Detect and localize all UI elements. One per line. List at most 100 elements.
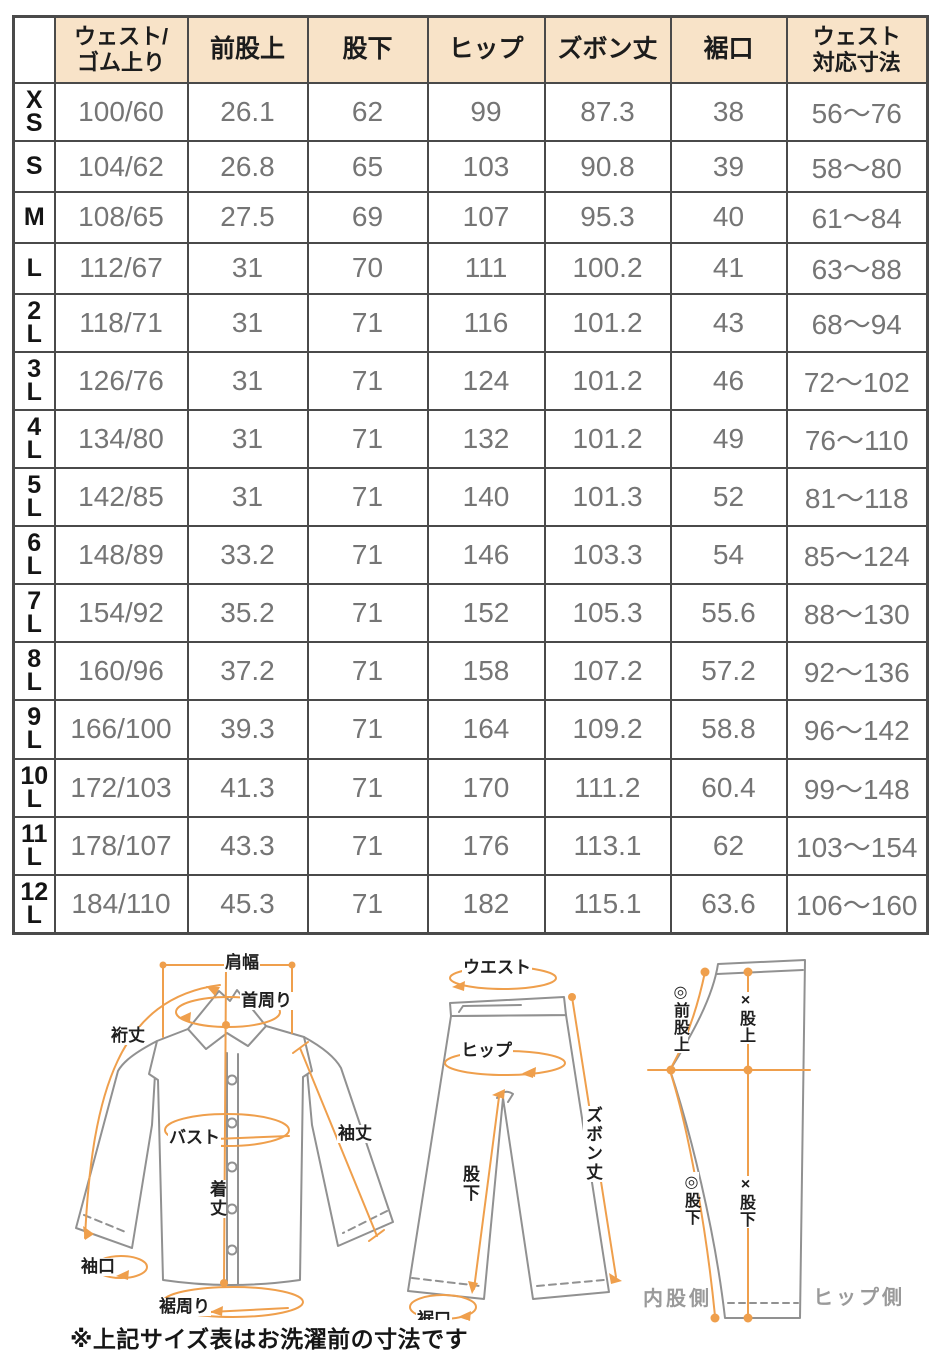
cell-hem_width: 41	[669, 241, 788, 295]
cell-hem_width: 55.6	[669, 583, 788, 644]
shirt-bust-label: バスト	[168, 1128, 221, 1147]
cell-inseam: 65	[306, 140, 429, 193]
cell-inseam: 71	[306, 466, 429, 528]
cell-waist_range: 68〜94	[785, 292, 929, 353]
cell-hem_width: 52	[669, 466, 788, 528]
pants-inseam-label: 股下	[460, 1165, 479, 1203]
cell-pants_length: 111.2	[543, 757, 672, 818]
size-label: S	[12, 140, 56, 193]
table-row: 5 L 142/85 31 71 140 101.3 52 81〜118	[12, 466, 929, 528]
cell-inseam: 71	[306, 350, 429, 411]
cell-waist_elastic: 126/76	[53, 350, 189, 411]
cell-front_rise: 43.3	[186, 815, 309, 876]
cell-hem_width: 38	[669, 81, 788, 143]
cell-pants_length: 113.1	[543, 815, 672, 876]
pants-side-illustration	[647, 959, 811, 1323]
cell-inseam: 71	[306, 583, 429, 644]
cell-pants_length: 90.8	[543, 140, 672, 193]
shirt-cuff-label: 袖口	[80, 1257, 116, 1276]
cell-hem_width: 54	[669, 525, 788, 586]
size-label: 11 L	[12, 815, 56, 876]
cell-pants_length: 115.1	[543, 873, 672, 935]
cell-pants_length: 103.3	[543, 525, 672, 586]
cell-waist_elastic: 112/67	[53, 241, 189, 295]
col-header-waist-elastic: ウェスト/ ゴム上り	[53, 15, 189, 84]
cell-front_rise: 39.3	[186, 699, 309, 760]
cell-waist_range: 56〜76	[785, 81, 929, 143]
header-row: ウェスト/ ゴム上り 前股上 股下 ヒップ ズボン丈 裾口 ウェスト 対応寸法	[12, 15, 929, 84]
cell-waist_range: 106〜160	[785, 873, 929, 935]
col-header-waist-range: ウェスト 対応寸法	[785, 15, 929, 84]
pants-side-front-rise-label: ◎前股上	[670, 982, 688, 1053]
cell-waist_elastic: 134/80	[53, 408, 189, 469]
col-header-pants-length: ズボン丈	[543, 15, 672, 84]
table-row: 8 L 160/96 37.2 71 158 107.2 57.2 92〜136	[12, 641, 929, 702]
cell-waist_range: 61〜84	[785, 190, 929, 244]
size-label: 10 L	[12, 757, 56, 818]
cell-waist_range: 92〜136	[785, 641, 929, 702]
col-header-front-rise: 前股上	[186, 15, 309, 84]
cell-hip: 116	[426, 292, 546, 353]
table-row: 9 L 166/100 39.3 71 164 109.2 58.8 96〜142	[12, 699, 929, 760]
size-label: 4 L	[12, 408, 56, 469]
size-label: M	[12, 190, 56, 244]
cell-hem_width: 57.2	[669, 641, 788, 702]
cell-pants_length: 105.3	[543, 583, 672, 644]
cell-waist_range: 58〜80	[785, 140, 929, 193]
shirt-measure-diagram: 肩幅 首周り 裄丈 バスト 袖丈 着丈 袖口 裾周り	[60, 940, 450, 1345]
cell-hip: 170	[426, 757, 546, 818]
cell-front_rise: 37.2	[186, 641, 309, 702]
table-row: 10 L 172/103 41.3 71 170 111.2 60.4 99〜148	[12, 757, 929, 818]
cell-hem_width: 63.6	[669, 873, 788, 935]
corner-cell	[12, 15, 56, 84]
cell-waist_elastic: 118/71	[53, 292, 189, 353]
size-label: 5 L	[12, 466, 56, 528]
cell-hip: 140	[426, 466, 546, 528]
cell-front_rise: 31	[186, 350, 309, 411]
cell-pants_length: 101.2	[543, 350, 672, 411]
table-row: 2 L 118/71 31 71 116 101.2 43 68〜94	[12, 292, 929, 353]
cell-front_rise: 41.3	[186, 757, 309, 818]
size-label: X S	[12, 81, 56, 143]
cell-waist_range: 72〜102	[785, 350, 929, 411]
cell-hip: 182	[426, 873, 546, 935]
cell-pants_length: 101.3	[543, 466, 672, 528]
cell-waist_elastic: 154/92	[53, 583, 189, 644]
cell-front_rise: 33.2	[186, 525, 309, 586]
cell-inseam: 71	[306, 757, 429, 818]
cell-inseam: 71	[306, 525, 429, 586]
cell-inseam: 62	[306, 81, 429, 143]
cell-hip: 107	[426, 190, 546, 244]
cell-waist_range: 85〜124	[785, 525, 929, 586]
size-label: 9 L	[12, 699, 56, 760]
pants-front-illustration	[407, 966, 622, 1321]
cell-pants_length: 101.2	[543, 292, 672, 353]
cell-hip: 158	[426, 641, 546, 702]
cell-inseam: 70	[306, 241, 429, 295]
inner-thigh-side-label: 内股側	[643, 1288, 712, 1310]
cell-waist_range: 76〜110	[785, 408, 929, 469]
cell-hip: 164	[426, 699, 546, 760]
cell-inseam: 71	[306, 292, 429, 353]
cell-waist_range: 63〜88	[785, 241, 929, 295]
cell-waist_elastic: 184/110	[53, 873, 189, 935]
pants-side-measure-diagram: ◎前股上 ×股上 ◎股下 ×股下 内股側 ヒップ側	[640, 945, 940, 1350]
pants-length-label: ズボン丈	[583, 1106, 602, 1182]
size-table-header: ウェスト/ ゴム上り 前股上 股下 ヒップ ズボン丈 裾口 ウェスト 対応寸法	[12, 15, 929, 84]
cell-hip: 103	[426, 140, 546, 193]
pants-hip-label: ヒップ	[460, 1041, 513, 1060]
cell-front_rise: 27.5	[186, 190, 309, 244]
size-table: ウェスト/ ゴム上り 前股上 股下 ヒップ ズボン丈 裾口 ウェスト 対応寸法 …	[12, 15, 929, 935]
cell-pants_length: 101.2	[543, 408, 672, 469]
cell-waist_range: 81〜118	[785, 466, 929, 528]
cell-hip: 111	[426, 241, 546, 295]
cell-pants_length: 109.2	[543, 699, 672, 760]
size-label: 3 L	[12, 350, 56, 411]
size-label: 7 L	[12, 583, 56, 644]
table-row: 3 L 126/76 31 71 124 101.2 46 72〜102	[12, 350, 929, 411]
cell-front_rise: 31	[186, 292, 309, 353]
size-label: 12 L	[12, 873, 56, 935]
cell-hip: 99	[426, 81, 546, 143]
cell-hem_width: 40	[669, 190, 788, 244]
